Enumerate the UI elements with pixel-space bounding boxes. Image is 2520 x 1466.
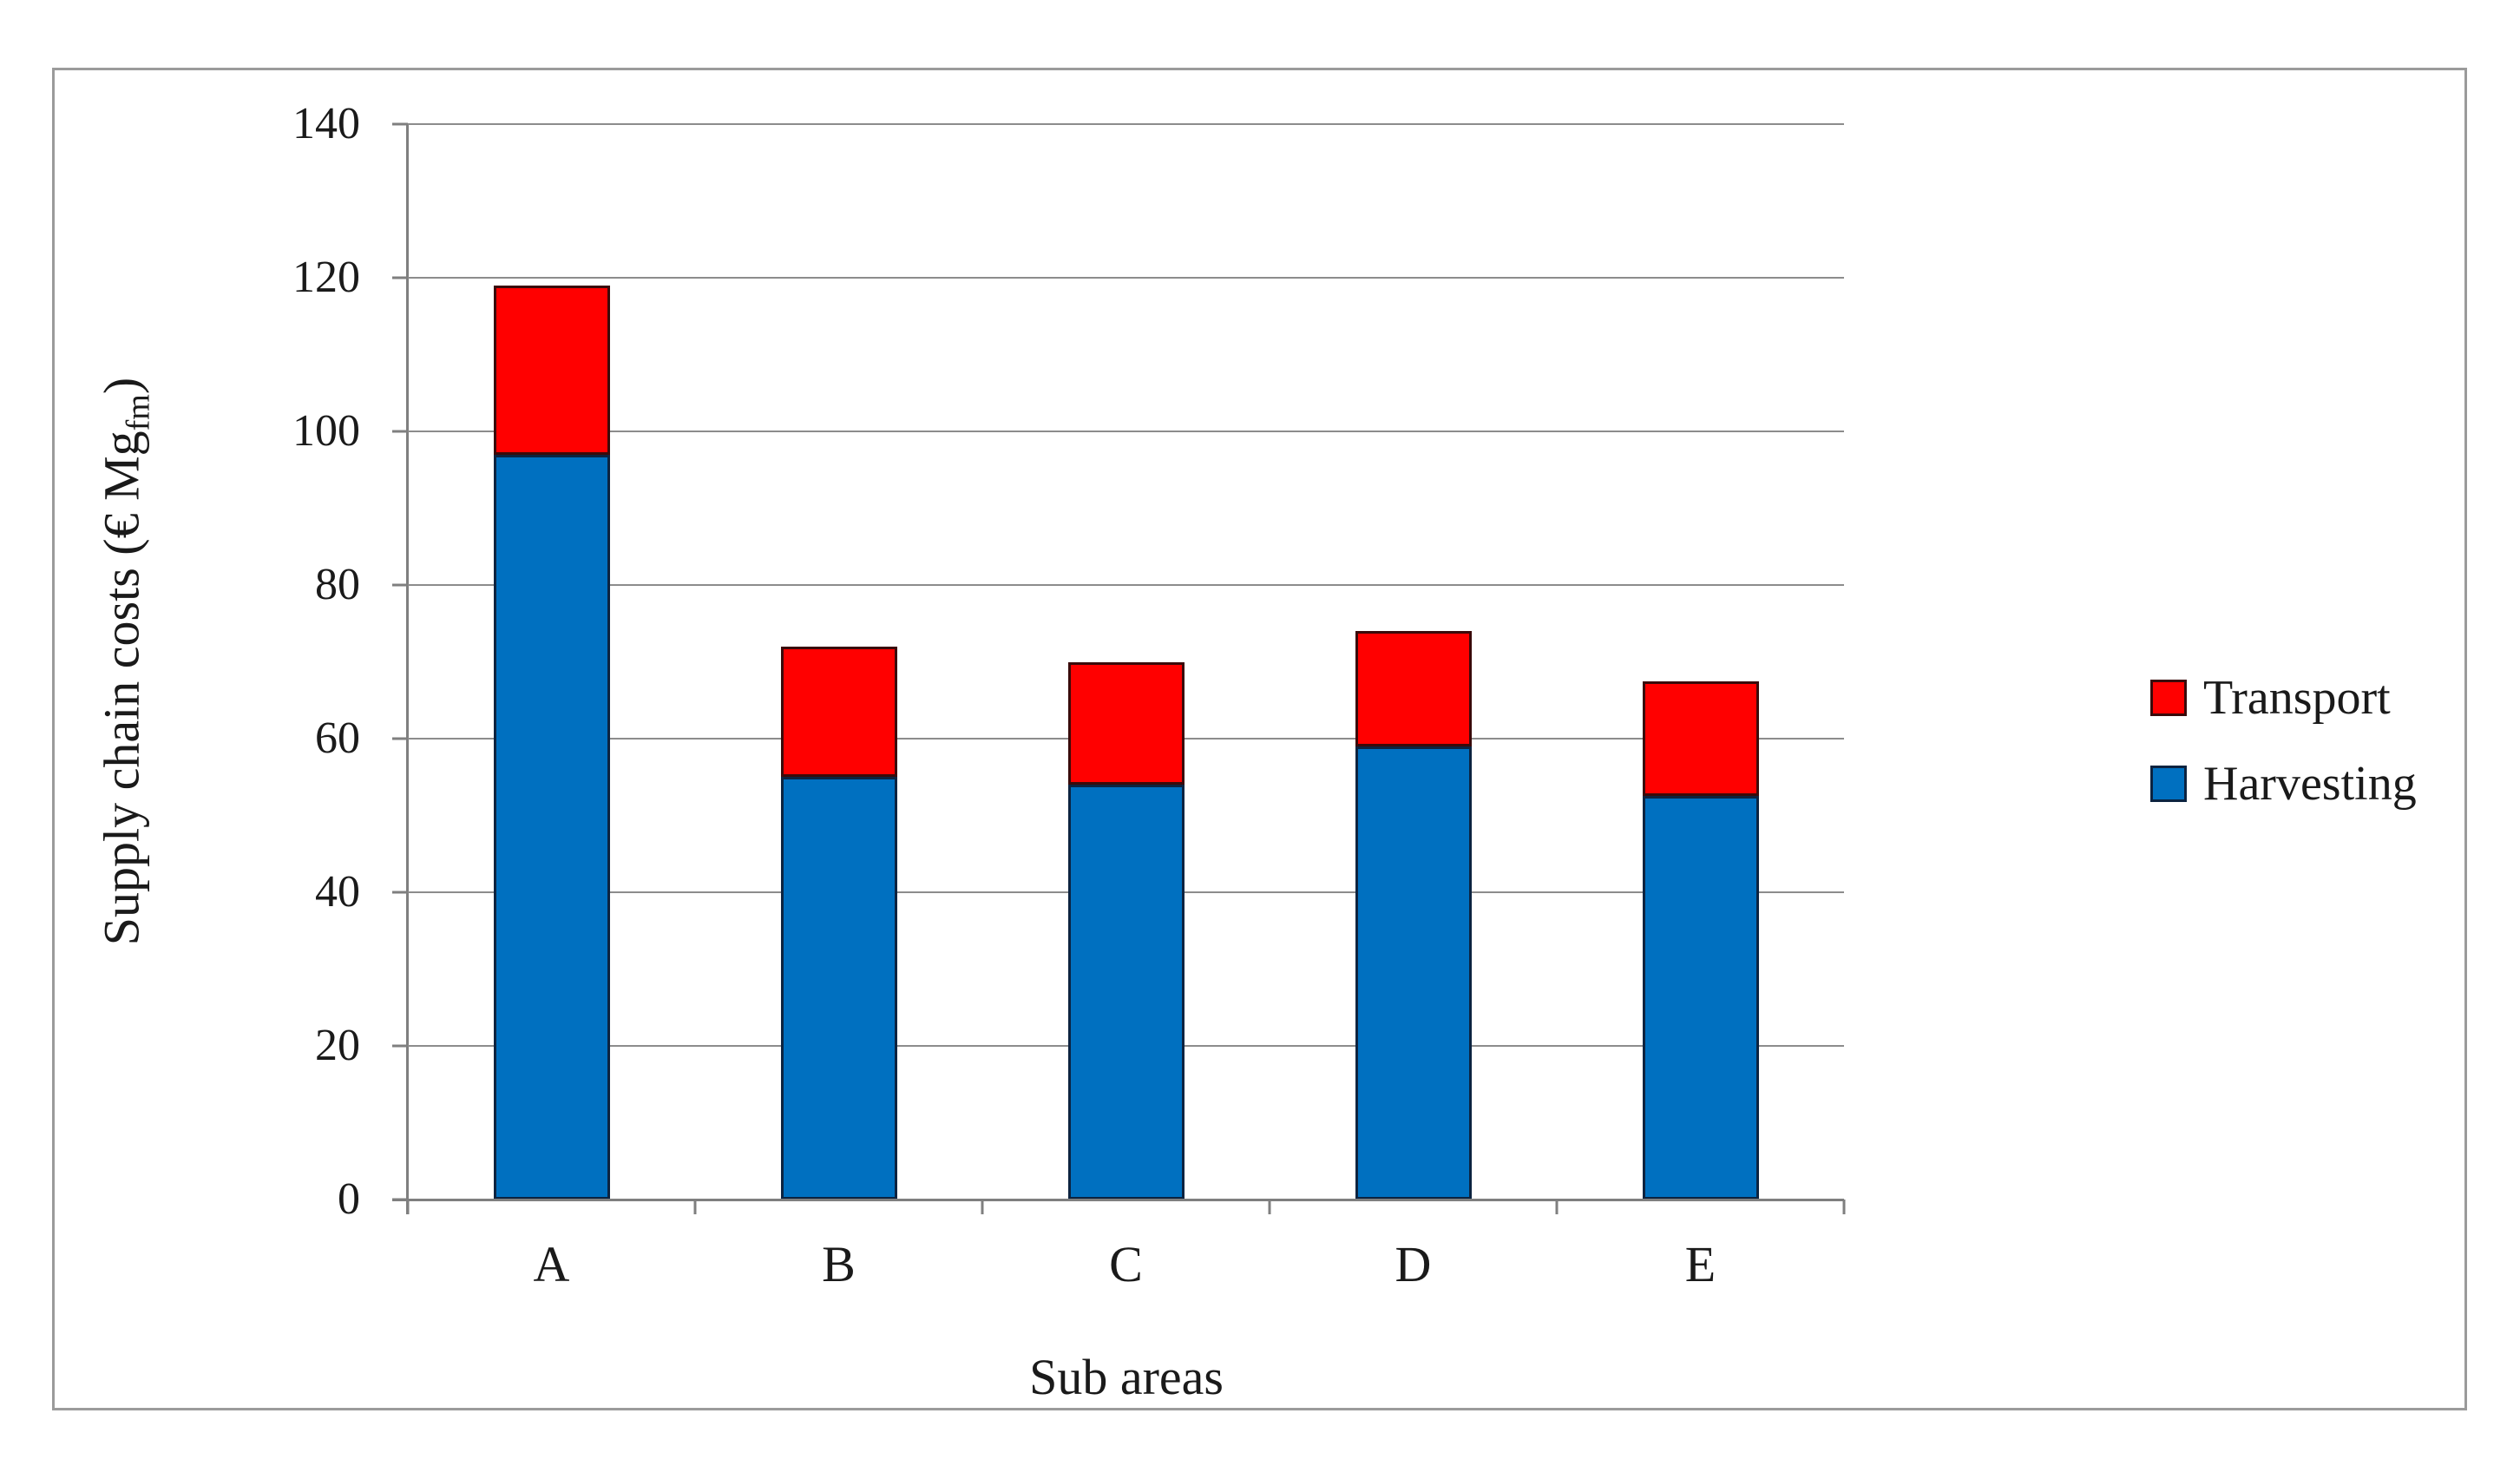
x-tick-mark-4 <box>1555 1200 1559 1214</box>
legend-label-harvesting: Harvesting <box>2203 757 2417 811</box>
bar-segment-transport-A <box>493 285 610 455</box>
gridline-120 <box>408 277 1844 279</box>
bar-segment-harvesting-B <box>780 777 897 1200</box>
legend-item-transport: Transport <box>2150 667 2417 728</box>
bar-segment-harvesting-A <box>493 454 610 1200</box>
y-axis-title-main: Supply chain costs (€ Mg <box>93 431 150 946</box>
y-tick-label-20: 20 <box>315 1021 360 1070</box>
x-tick-marks <box>406 1200 1846 1214</box>
y-axis-title-subscript: fm <box>120 394 157 431</box>
bar-segment-transport-E <box>1642 680 1759 797</box>
y-axis-title-close: ) <box>93 377 150 395</box>
y-tick-mark-140 <box>392 122 408 126</box>
y-tick-mark-60 <box>392 737 408 740</box>
y-tick-mark-100 <box>392 430 408 433</box>
y-axis-zero-tick <box>392 1199 408 1201</box>
x-tick-mark-1 <box>693 1200 697 1214</box>
bar-A <box>493 124 610 1200</box>
x-tick-mark-5 <box>1842 1200 1846 1214</box>
gridline-100 <box>408 431 1844 432</box>
y-tick-label-140: 140 <box>292 99 360 148</box>
bar-segment-transport-B <box>780 646 897 778</box>
x-category-label-D: D <box>1395 1236 1432 1292</box>
legend: Transport Harvesting <box>2150 667 2417 839</box>
y-axis-title: Supply chain costs (€ Mgfm) <box>93 377 166 946</box>
bar-E <box>1642 124 1759 1200</box>
legend-label-transport: Transport <box>2203 671 2391 725</box>
legend-swatch-transport <box>2150 680 2187 716</box>
legend-swatch-harvesting <box>2150 766 2187 802</box>
x-tick-mark-2 <box>981 1200 984 1214</box>
bar-segment-harvesting-D <box>1355 746 1472 1200</box>
y-tick-label-60: 60 <box>315 713 360 763</box>
x-category-labels: A B C D E <box>408 1238 1844 1292</box>
bar-segment-transport-D <box>1355 631 1472 746</box>
x-category-label-C: C <box>1109 1236 1143 1292</box>
gridline-80 <box>408 584 1844 586</box>
x-category-label-E: E <box>1684 1236 1716 1292</box>
bar-segment-transport-C <box>1067 661 1185 786</box>
y-axis-line <box>406 124 409 1214</box>
x-category-label-B: B <box>822 1236 856 1292</box>
y-tick-label-40: 40 <box>315 867 360 917</box>
legend-item-harvesting: Harvesting <box>2150 753 2417 814</box>
y-tick-mark-120 <box>392 276 408 279</box>
y-tick-labels: 0 20 40 60 80 100 120 140 <box>187 102 360 1222</box>
y-tick-label-80: 80 <box>315 560 360 609</box>
y-tick-label-0: 0 <box>338 1174 360 1224</box>
gridline-140 <box>408 123 1844 125</box>
y-tick-label-100: 100 <box>292 406 360 456</box>
x-axis-title: Sub areas <box>1029 1349 1224 1405</box>
bar-C <box>1067 124 1185 1200</box>
x-category-label-A: A <box>533 1236 570 1292</box>
bar-segment-harvesting-C <box>1067 785 1185 1200</box>
plot-area <box>408 123 1844 1200</box>
x-tick-mark-3 <box>1268 1200 1271 1214</box>
y-tick-mark-80 <box>392 583 408 587</box>
bar-B <box>780 124 897 1200</box>
x-axis-line <box>408 1199 1844 1201</box>
y-tick-label-120: 120 <box>292 253 360 302</box>
bar-segment-harvesting-E <box>1642 796 1759 1200</box>
y-tick-mark-40 <box>392 891 408 894</box>
bar-D <box>1355 124 1472 1200</box>
y-tick-mark-20 <box>392 1044 408 1048</box>
